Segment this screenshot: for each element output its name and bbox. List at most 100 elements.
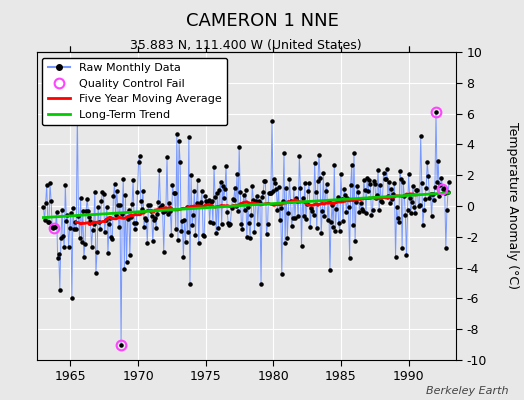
- Point: [439, 186, 447, 192]
- Point: [437, 175, 445, 182]
- Point: [419, 222, 427, 228]
- Point: [227, 204, 236, 211]
- Point: [379, 170, 388, 176]
- Point: [292, 194, 300, 201]
- Point: [330, 162, 339, 168]
- Point: [104, 250, 112, 256]
- Point: [424, 172, 432, 179]
- Point: [180, 217, 189, 223]
- Point: [86, 218, 95, 224]
- Point: [196, 199, 205, 206]
- Point: [445, 179, 453, 185]
- Point: [220, 194, 228, 201]
- Point: [165, 200, 173, 207]
- Point: [152, 225, 160, 231]
- Point: [323, 217, 332, 224]
- Point: [367, 212, 376, 219]
- Point: [378, 198, 387, 205]
- Point: [412, 186, 420, 193]
- Point: [388, 196, 397, 202]
- Point: [116, 202, 124, 208]
- Point: [320, 212, 329, 219]
- Point: [355, 208, 364, 215]
- Point: [54, 251, 63, 257]
- Text: Berkeley Earth: Berkeley Earth: [426, 386, 508, 396]
- Point: [366, 181, 375, 187]
- Point: [315, 152, 323, 158]
- Point: [443, 206, 451, 213]
- Point: [285, 176, 293, 182]
- Point: [157, 202, 166, 208]
- Point: [246, 234, 254, 241]
- Point: [293, 198, 301, 204]
- Point: [46, 180, 54, 186]
- Point: [42, 181, 51, 188]
- Point: [425, 194, 434, 201]
- Point: [186, 280, 194, 287]
- Point: [203, 199, 212, 205]
- Point: [333, 194, 342, 200]
- Point: [155, 167, 163, 173]
- Point: [442, 245, 450, 251]
- Point: [313, 225, 321, 231]
- Point: [150, 217, 158, 223]
- Point: [129, 177, 137, 184]
- Point: [279, 198, 287, 204]
- Point: [370, 181, 379, 188]
- Point: [107, 234, 115, 240]
- Point: [206, 199, 215, 206]
- Point: [435, 193, 443, 199]
- Point: [78, 238, 86, 245]
- Point: [271, 180, 279, 186]
- Point: [387, 186, 395, 193]
- Point: [132, 220, 140, 226]
- Point: [255, 198, 263, 204]
- Point: [199, 231, 208, 238]
- Point: [142, 216, 150, 223]
- Point: [372, 195, 380, 201]
- Point: [190, 188, 199, 194]
- Point: [139, 188, 147, 194]
- Point: [63, 212, 72, 218]
- Point: [106, 214, 114, 221]
- Point: [119, 176, 127, 182]
- Point: [357, 206, 366, 212]
- Point: [295, 152, 303, 159]
- Point: [62, 218, 71, 224]
- Point: [359, 176, 368, 183]
- Point: [329, 224, 337, 230]
- Point: [259, 189, 267, 195]
- Point: [84, 208, 92, 214]
- Point: [144, 202, 152, 208]
- Point: [431, 184, 439, 190]
- Point: [45, 219, 53, 226]
- Point: [72, 225, 81, 232]
- Point: [334, 220, 343, 227]
- Point: [167, 232, 176, 238]
- Point: [189, 212, 198, 218]
- Point: [433, 179, 441, 186]
- Point: [249, 197, 258, 203]
- Point: [70, 226, 78, 232]
- Point: [346, 182, 355, 188]
- Point: [68, 294, 76, 301]
- Point: [108, 236, 116, 242]
- Point: [257, 281, 265, 287]
- Point: [202, 198, 211, 204]
- Point: [351, 238, 359, 244]
- Point: [200, 233, 209, 240]
- Point: [158, 209, 167, 215]
- Point: [195, 201, 204, 207]
- Point: [205, 219, 214, 225]
- Point: [215, 187, 224, 193]
- Point: [402, 252, 411, 258]
- Point: [149, 238, 157, 245]
- Point: [210, 164, 218, 170]
- Point: [266, 190, 274, 196]
- Point: [429, 191, 437, 198]
- Point: [296, 185, 304, 192]
- Point: [120, 266, 128, 272]
- Point: [231, 185, 239, 191]
- Point: [74, 212, 83, 219]
- Point: [81, 240, 89, 247]
